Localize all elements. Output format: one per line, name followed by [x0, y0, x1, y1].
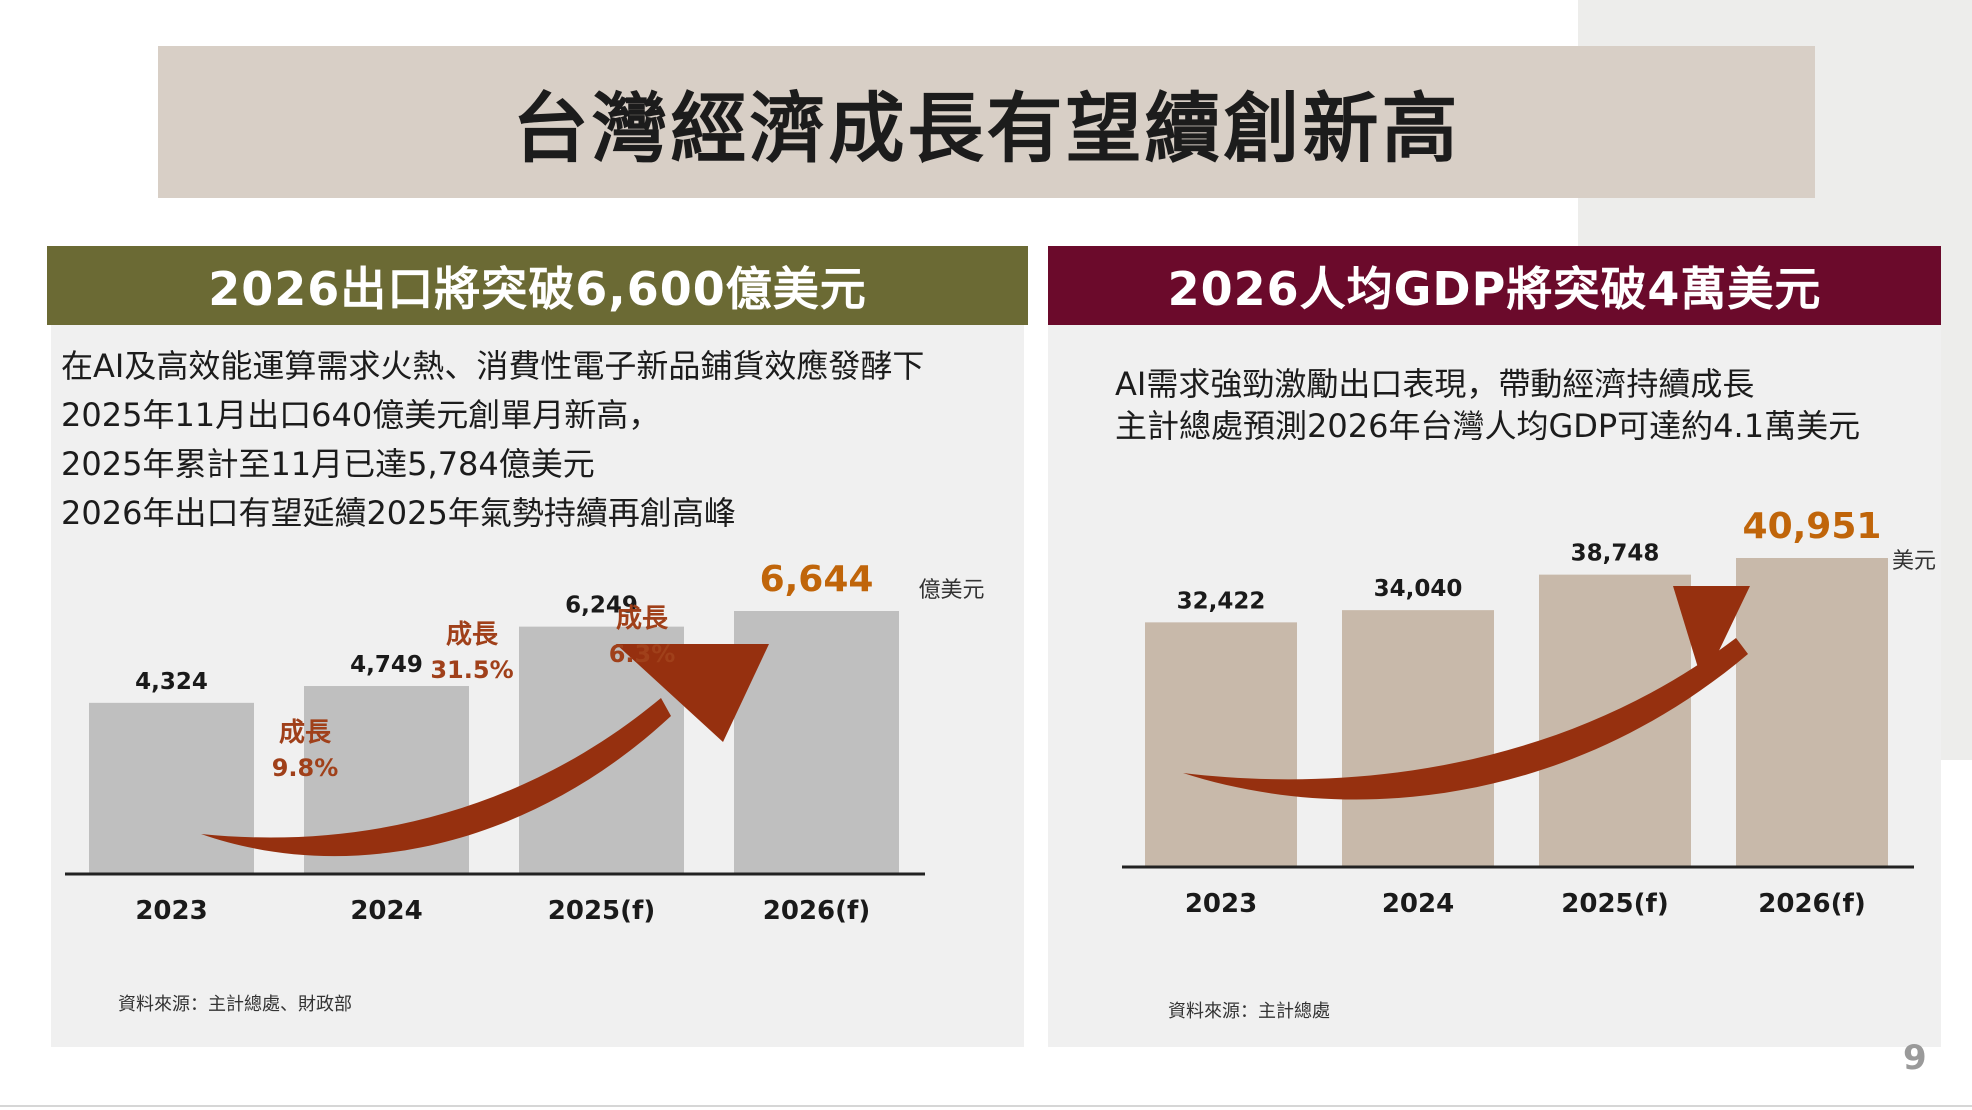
gdp-value-label: 38,748 [1571, 541, 1660, 567]
gdp-panel-header: 2026人均GDP將突破4萬美元 [1048, 246, 1941, 325]
exports-value-label: 4,324 [135, 669, 208, 695]
gdp-category-label: 2026(f) [1758, 889, 1865, 919]
exports-category-label: 2025(f) [548, 896, 655, 926]
bottom-frame-line [0, 1105, 1972, 1107]
gdp-source-note: 資料來源：主計總處 [1168, 1001, 1330, 1022]
gdp-description: AI需求強勁激勵出口表現，帶動經濟持續成長 主計總處預測2026年台灣人均GDP… [1115, 363, 1860, 447]
growth-percent: 31.5% [430, 656, 513, 684]
page-number: 9 [1903, 1038, 1927, 1078]
growth-label: 成長 [616, 604, 669, 634]
exports-value-label: 4,749 [350, 652, 423, 678]
gdp-bar-2023 [1145, 622, 1297, 867]
exports-unit-label: 億美元 [919, 578, 985, 603]
gdp-bar-chart: 32,422 2023 34,040 2024 38,748 2025(f) 40,951 2… [1122, 506, 1936, 919]
gdp-unit-label: 美元 [1892, 549, 1936, 574]
growth-label: 成長 [279, 718, 332, 748]
exports-description: 在AI及高效能運算需求火熱、消費性電子新品鋪貨效應發酵下 2025年11月出口6… [61, 342, 924, 538]
growth-percent: 6.3% [609, 640, 676, 668]
exports-line-3: 2025年累計至11月已達5,784億美元 [61, 445, 595, 483]
exports-source-note: 資料來源：主計總處、財政部 [118, 994, 352, 1015]
exports-panel: 2026出口將突破6,600億美元 在AI及高效能運算需求火熱、消費性電子新品鋪… [47, 246, 1028, 1047]
gdp-category-label: 2024 [1382, 889, 1454, 919]
growth-percent: 9.8% [272, 754, 339, 782]
exports-bar-chart: 4,324 2023 4,749 2024 6,249 2025(f) 6,644 2026(… [65, 559, 985, 926]
gdp-value-label: 34,040 [1374, 576, 1463, 602]
exports-line-1: 在AI及高效能運算需求火熱、消費性電子新品鋪貨效應發酵下 [61, 347, 925, 385]
growth-label: 成長 [446, 620, 499, 650]
exports-bar-2023 [89, 702, 254, 874]
exports-panel-header: 2026出口將突破6,600億美元 [47, 246, 1028, 325]
growth-trend-arrow-head [616, 644, 769, 742]
gdp-trend-arrow-head [1673, 586, 1750, 684]
gdp-line-2: 主計總處預測2026年台灣人均GDP可達約4.1萬美元 [1115, 407, 1861, 445]
gdp-bar-2026(f) [1736, 558, 1888, 867]
exports-category-label: 2023 [135, 896, 207, 926]
exports-category-label: 2026(f) [763, 896, 870, 926]
slide-title: 台灣經濟成長有望續創新高 [512, 84, 1461, 173]
title-banner: 台灣經濟成長有望續創新高 [158, 46, 1815, 198]
gdp-line-1: AI需求強勁激勵出口表現，帶動經濟持續成長 [1115, 365, 1755, 403]
growth-trend-arrow-body [201, 698, 671, 857]
gdp-value-label: 32,422 [1177, 588, 1266, 614]
gdp-category-label: 2023 [1185, 889, 1257, 919]
gdp-bar-2024 [1342, 610, 1494, 867]
gdp-category-label: 2025(f) [1561, 889, 1668, 919]
gdp-value-label: 40,951 [1743, 506, 1882, 547]
exports-category-label: 2024 [350, 896, 422, 926]
gdp-panel: 2026人均GDP將突破4萬美元 AI需求強勁激勵出口表現，帶動經濟持續成長 主… [1048, 246, 1941, 1047]
exports-value-label: 6,644 [760, 559, 874, 600]
exports-line-4: 2026年出口有望延續2025年氣勢持續再創高峰 [61, 494, 736, 532]
exports-value-label: 6,249 [565, 593, 638, 619]
exports-line-2: 2025年11月出口640億美元創單月新高， [61, 396, 661, 434]
gdp-trend-arrow-body [1183, 638, 1748, 800]
